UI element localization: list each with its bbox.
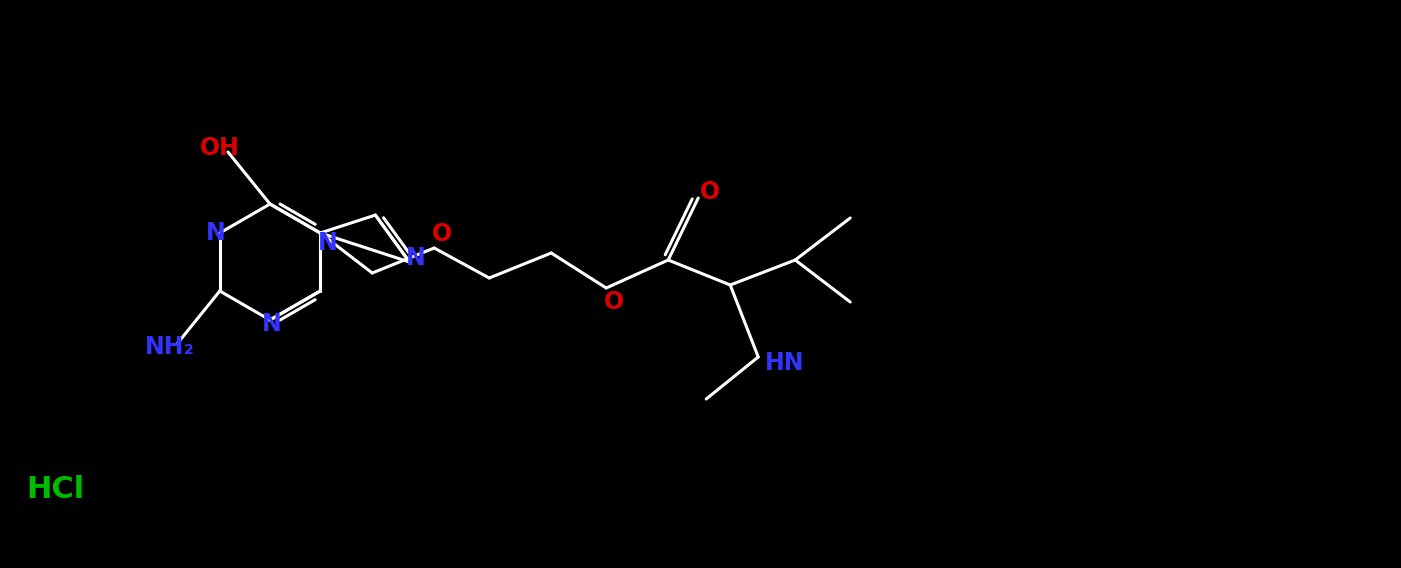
Text: N: N: [318, 231, 338, 255]
Text: O: O: [604, 290, 625, 314]
Text: HCl: HCl: [25, 475, 84, 504]
Text: O: O: [700, 180, 720, 204]
Text: O: O: [432, 222, 453, 246]
Text: HN: HN: [765, 351, 804, 375]
Text: N: N: [406, 246, 426, 270]
Text: NH₂: NH₂: [144, 335, 195, 359]
Text: N: N: [262, 312, 282, 336]
Text: N: N: [206, 221, 226, 245]
Text: OH: OH: [200, 136, 240, 160]
